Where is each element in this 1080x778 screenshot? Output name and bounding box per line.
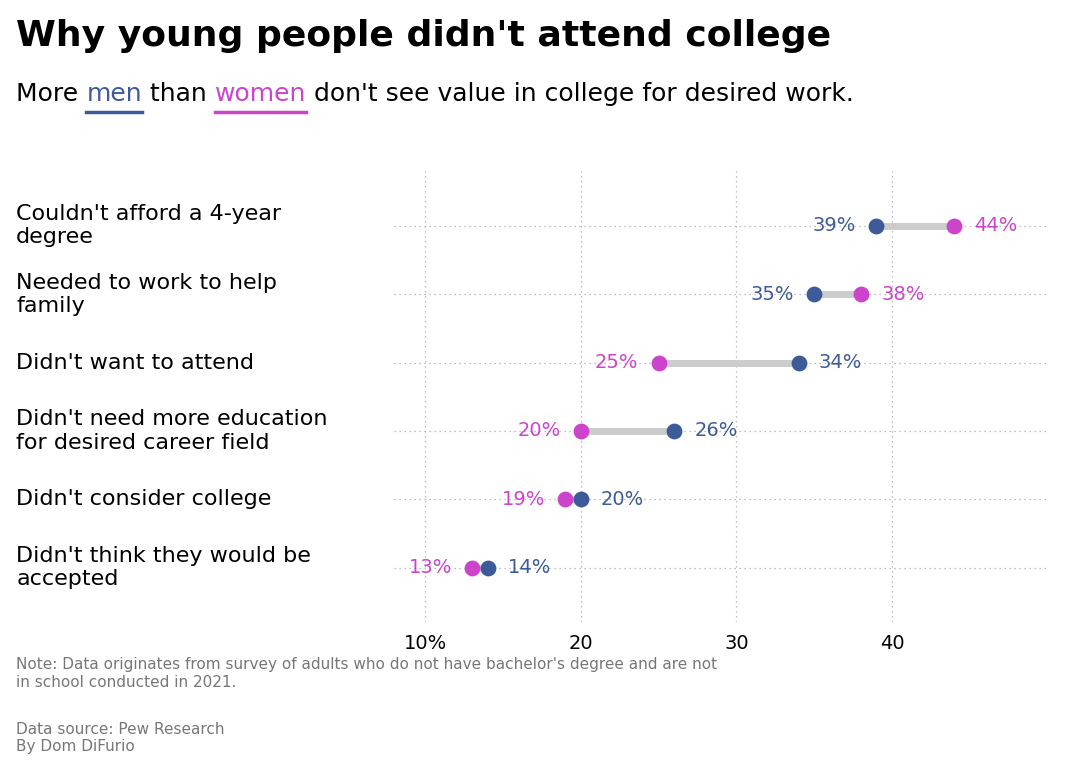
Text: than: than — [141, 82, 215, 106]
Text: 25%: 25% — [595, 353, 638, 372]
Text: Couldn't afford a 4-year
degree: Couldn't afford a 4-year degree — [16, 205, 281, 247]
Point — [572, 493, 590, 506]
Text: Note: Data originates from survey of adults who do not have bachelor's degree an: Note: Data originates from survey of adu… — [16, 657, 717, 690]
Text: 13%: 13% — [408, 558, 451, 577]
Point — [946, 219, 963, 232]
Point — [852, 288, 869, 300]
Point — [650, 356, 667, 369]
Text: don't see value in college for desired work.: don't see value in college for desired w… — [306, 82, 854, 106]
Text: men: men — [86, 82, 141, 106]
Text: 20%: 20% — [517, 422, 561, 440]
Text: 38%: 38% — [881, 285, 924, 303]
Text: Didn't want to attend: Didn't want to attend — [16, 352, 254, 373]
Text: Needed to work to help
family: Needed to work to help family — [16, 272, 278, 316]
Point — [868, 219, 886, 232]
Text: 34%: 34% — [819, 353, 862, 372]
Text: 26%: 26% — [694, 422, 738, 440]
Text: 44%: 44% — [974, 216, 1017, 236]
Text: 39%: 39% — [813, 216, 856, 236]
Text: 14%: 14% — [508, 558, 551, 577]
Text: More: More — [16, 82, 86, 106]
Point — [806, 288, 823, 300]
Point — [572, 425, 590, 437]
Text: Why young people didn't attend college: Why young people didn't attend college — [16, 19, 832, 54]
Point — [478, 562, 496, 574]
Text: Data source: Pew Research
By Dom DiFurio: Data source: Pew Research By Dom DiFurio — [16, 722, 225, 755]
Text: 35%: 35% — [751, 285, 794, 303]
Text: women: women — [215, 82, 306, 106]
Point — [463, 562, 481, 574]
Text: 19%: 19% — [502, 490, 545, 509]
Point — [665, 425, 683, 437]
Text: Didn't think they would be
accepted: Didn't think they would be accepted — [16, 546, 311, 589]
Point — [556, 493, 573, 506]
Text: 20%: 20% — [602, 490, 645, 509]
Text: Didn't need more education
for desired career field: Didn't need more education for desired c… — [16, 409, 327, 453]
Text: Didn't consider college: Didn't consider college — [16, 489, 271, 510]
Point — [791, 356, 808, 369]
